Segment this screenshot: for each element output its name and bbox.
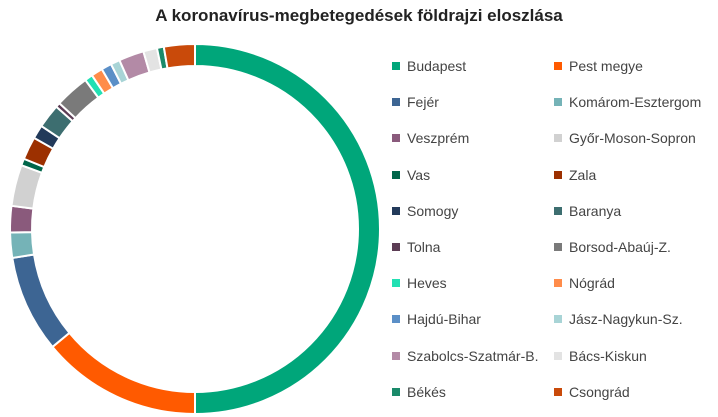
legend-swatch	[392, 315, 400, 324]
legend-label: Vas	[407, 166, 431, 183]
legend-swatch	[392, 279, 400, 288]
legend-label: Baranya	[569, 202, 622, 219]
legend-swatch	[392, 170, 400, 179]
legend-label: Borsod-Abaúj-Z.	[569, 239, 671, 255]
legend-label: Jász-Nagykun-Sz.	[569, 311, 683, 328]
legend-swatch	[554, 315, 562, 324]
legend-label: Pest megye	[569, 58, 643, 74]
legend-swatch	[392, 243, 400, 251]
legend-item-4[interactable]: Veszprém	[392, 128, 469, 148]
legend-item-19[interactable]: Csongrád	[554, 382, 630, 402]
legend-label: Győr-Moson-Sopron	[569, 130, 696, 147]
donut-slices	[9, 42, 381, 416]
legend-item-3[interactable]: Komárom-Esztergom	[554, 92, 701, 112]
legend-swatch	[392, 387, 400, 396]
legend-label: Fejér	[407, 94, 439, 111]
legend-item-10[interactable]: Tolna	[392, 237, 440, 257]
legend-swatch	[554, 279, 562, 288]
legend-label: Komárom-Esztergom	[569, 94, 702, 111]
legend-swatch	[554, 351, 562, 360]
legend-label: Veszprém	[407, 130, 470, 147]
legend-item-9[interactable]: Baranya	[554, 201, 621, 221]
legend-item-7[interactable]: Zala	[554, 165, 596, 185]
legend-swatch	[392, 206, 400, 215]
legend-item-15[interactable]: Jász-Nagykun-Sz.	[554, 309, 683, 329]
legend-swatch	[554, 206, 562, 215]
legend-item-1[interactable]: Pest megye	[554, 56, 643, 76]
legend-label: Heves	[407, 275, 447, 292]
legend-swatch	[554, 62, 562, 70]
legend-item-11[interactable]: Borsod-Abaúj-Z.	[554, 237, 671, 257]
legend-swatch	[392, 62, 400, 70]
slice-1[interactable]	[51, 331, 196, 416]
legend-label: Csongrád	[569, 383, 630, 400]
legend-item-18[interactable]: Békés	[392, 382, 446, 402]
legend-item-8[interactable]: Somogy	[392, 201, 458, 221]
slice-4[interactable]	[9, 204, 35, 234]
slice-3[interactable]	[9, 231, 36, 260]
legend-label: Hajdú-Bihar	[407, 311, 481, 328]
slice-0[interactable]	[194, 42, 381, 416]
legend-swatch	[392, 351, 400, 360]
slice-19[interactable]	[162, 42, 196, 70]
chart-title: A koronavírus-megbetegedések földrajzi e…	[155, 6, 563, 25]
legend-swatch	[554, 243, 562, 251]
legend-swatch	[392, 134, 400, 143]
legend-swatch	[554, 387, 562, 396]
legend-item-5[interactable]: Győr-Moson-Sopron	[554, 128, 696, 148]
legend-label: Nógrád	[569, 275, 615, 292]
legend-swatch	[554, 170, 562, 179]
legend-item-12[interactable]: Heves	[392, 273, 447, 293]
legend-label: Békés	[407, 383, 446, 400]
legend-label: Somogy	[407, 202, 459, 219]
legend-label: Budapest	[407, 58, 467, 74]
legend-swatch	[554, 134, 562, 143]
slice-2[interactable]	[11, 253, 71, 349]
legend-item-17[interactable]: Bács-Kiskun	[554, 346, 647, 366]
legend-label: Szabolcs-Szatmár-B.	[407, 347, 539, 364]
legend-label: Bács-Kiskun	[569, 347, 647, 364]
legend-item-16[interactable]: Szabolcs-Szatmár-B.	[392, 346, 538, 366]
legend-swatch	[392, 98, 400, 107]
legend-label: Tolna	[407, 239, 441, 255]
legend-label: Zala	[569, 166, 597, 183]
legend-item-14[interactable]: Hajdú-Bihar	[392, 309, 481, 329]
legend-item-13[interactable]: Nógrád	[554, 273, 615, 293]
legend-item-2[interactable]: Fejér	[392, 92, 439, 112]
legend-item-6[interactable]: Vas	[392, 165, 430, 185]
legend-item-0[interactable]: Budapest	[392, 56, 466, 76]
legend-swatch	[554, 98, 562, 107]
